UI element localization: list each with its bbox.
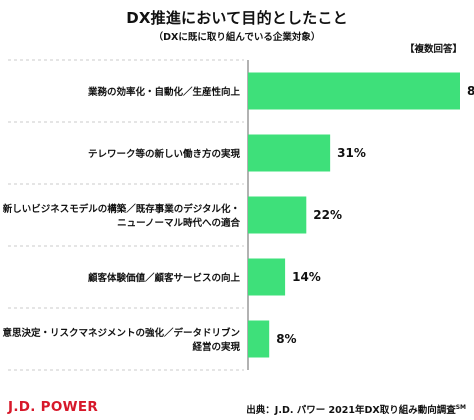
source-note: 出典：J.D. パワー 2021年DX取り組み動向調査SM — [246, 402, 466, 416]
bar — [248, 72, 460, 110]
category-label: 意思決定・リスクマネジメントの強化／データドリブン — [2, 327, 240, 339]
source-text: 出典：J.D. パワー 2021年DX取り組み動向調査 — [246, 405, 456, 416]
bar — [248, 134, 331, 172]
bar — [248, 258, 286, 296]
data-label: 8% — [276, 332, 296, 346]
multiple-answer-note: 【複数回答】 — [404, 44, 462, 55]
category-label: ニューノーマル時代への適合 — [117, 217, 240, 229]
category-label: 経営の実現 — [192, 341, 240, 353]
category-label: 顧客体験価値／顧客サービスの向上 — [88, 272, 241, 284]
data-label: 31% — [337, 146, 366, 160]
data-label: 22% — [313, 208, 342, 222]
service-mark: SM — [455, 403, 466, 411]
data-label: 80% — [467, 84, 474, 98]
bar — [248, 196, 307, 234]
jd-power-logo: J.D. POWER — [8, 399, 99, 415]
category-label: 新しいビジネスモデルの構築／既存事業のデジタル化・ — [3, 203, 240, 215]
chart-subtitle: （DXに既に取り組んでいる企業対象） — [153, 32, 321, 43]
bar — [248, 320, 270, 358]
category-label: 業務の効率化・自動化／生産性向上 — [87, 86, 241, 98]
data-label: 14% — [292, 270, 321, 284]
chart-title: DX推進において目的としたこと — [126, 9, 348, 27]
category-label: テレワーク等の新しい働き方の実現 — [88, 148, 241, 160]
